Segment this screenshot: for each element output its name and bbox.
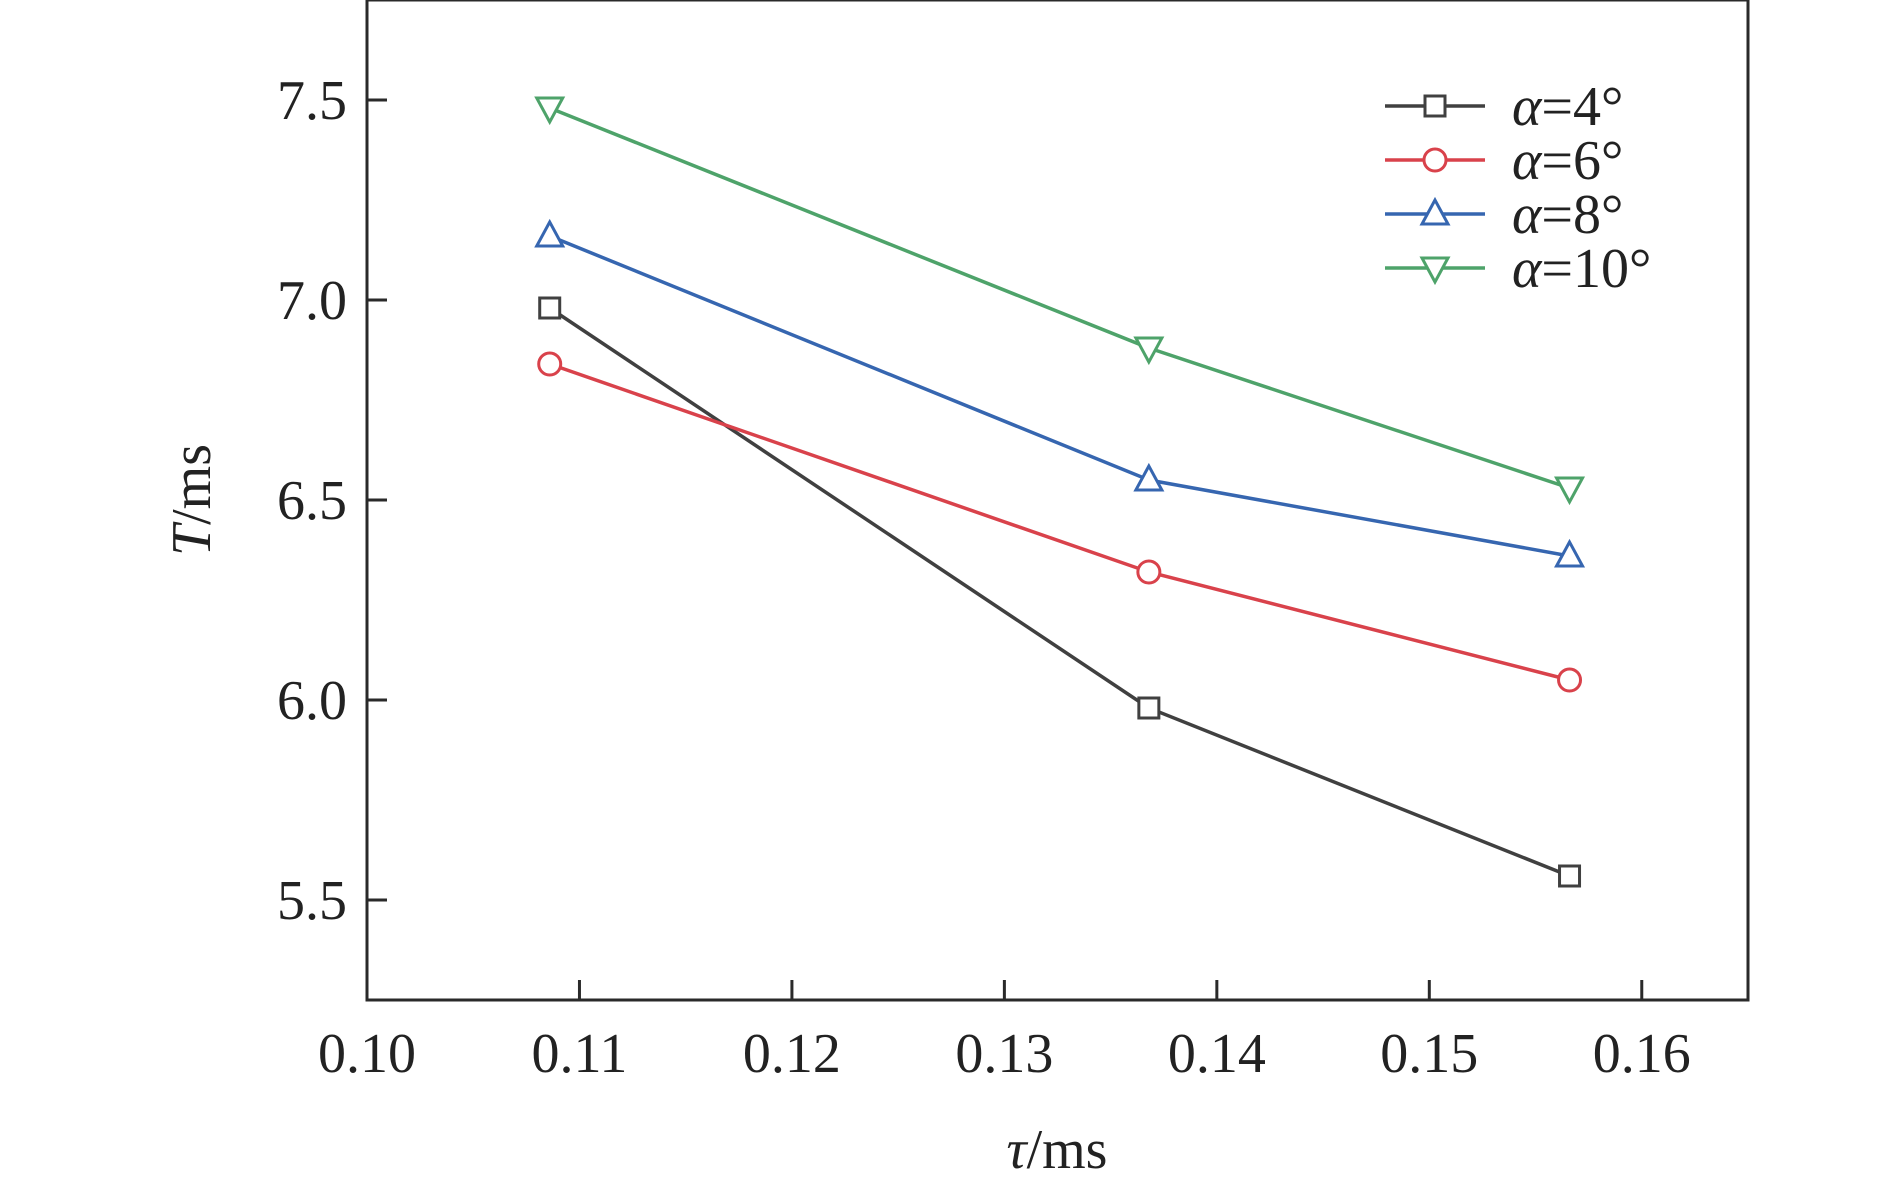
y-tick-label-3: 7.0 [277,270,347,332]
legend-marker-3 [1419,256,1451,286]
series-line-0 [548,306,1571,878]
x-tick-label-5: 0.15 [1380,1023,1478,1085]
point-s3-0 [534,96,566,126]
x-tick-label-2: 0.12 [743,1023,841,1085]
legend-value-0: =4° [1541,76,1623,138]
legend-marker-1 [1422,147,1448,173]
point-s3-2 [1554,476,1586,506]
point-s3-1 [1133,336,1165,366]
x-tick-label-1: 0.11 [532,1023,628,1085]
y-axis-ticks: 5.5 6.0 6.5 7.0 7.5 [277,70,387,932]
x-axis-ticks: 0.10 0.11 0.12 0.13 0.14 0.15 0.16 [318,980,1691,1085]
legend-marker-0 [1423,94,1447,118]
x-axis-symbol: τ [1007,1119,1029,1181]
legend-value-3: =10° [1541,238,1651,300]
legend-symbol-0: α [1512,76,1543,138]
x-axis-label: τ/ms [1007,1119,1108,1181]
legend-symbol-1: α [1512,130,1543,192]
legend-label-3: α=10° [1512,238,1651,300]
point-s2-1 [1133,462,1165,492]
point-s0-1 [1137,696,1161,720]
y-axis-unit: /ms [161,444,223,525]
point-s1-2 [1557,667,1583,693]
x-tick-label-6: 0.16 [1593,1023,1691,1085]
y-axis-label: T/ms [161,444,223,556]
x-axis-unit: /ms [1027,1119,1108,1181]
legend-marker-2 [1419,196,1451,226]
series-points [534,96,1586,888]
point-s2-2 [1554,538,1586,568]
legend-label-0: α=4° [1512,76,1623,138]
point-s2-0 [534,218,566,248]
point-s0-2 [1558,864,1582,888]
legend-label-1: α=6° [1512,130,1623,192]
legend-label-2: α=8° [1512,184,1623,246]
y-tick-label-1: 6.0 [277,670,347,732]
legend: α=4°α=6°α=8°α=10° [1385,76,1651,300]
y-tick-label-2: 6.5 [277,470,347,532]
y-axis-symbol: T [161,521,223,556]
series-line-2 [549,234,1570,558]
series-lines [548,106,1571,878]
x-tick-label-0: 0.10 [318,1023,416,1085]
x-tick-label-3: 0.13 [955,1023,1053,1085]
y-tick-label-0: 5.5 [277,870,347,932]
x-tick-label-4: 0.14 [1168,1023,1266,1085]
legend-symbol-2: α [1512,184,1543,246]
legend-symbol-3: α [1512,238,1543,300]
point-s0-0 [538,296,562,320]
point-s1-0 [537,351,563,377]
point-s1-1 [1136,559,1162,585]
y-tick-label-4: 7.5 [277,70,347,132]
legend-value-2: =8° [1541,184,1623,246]
legend-value-1: =6° [1541,130,1623,192]
